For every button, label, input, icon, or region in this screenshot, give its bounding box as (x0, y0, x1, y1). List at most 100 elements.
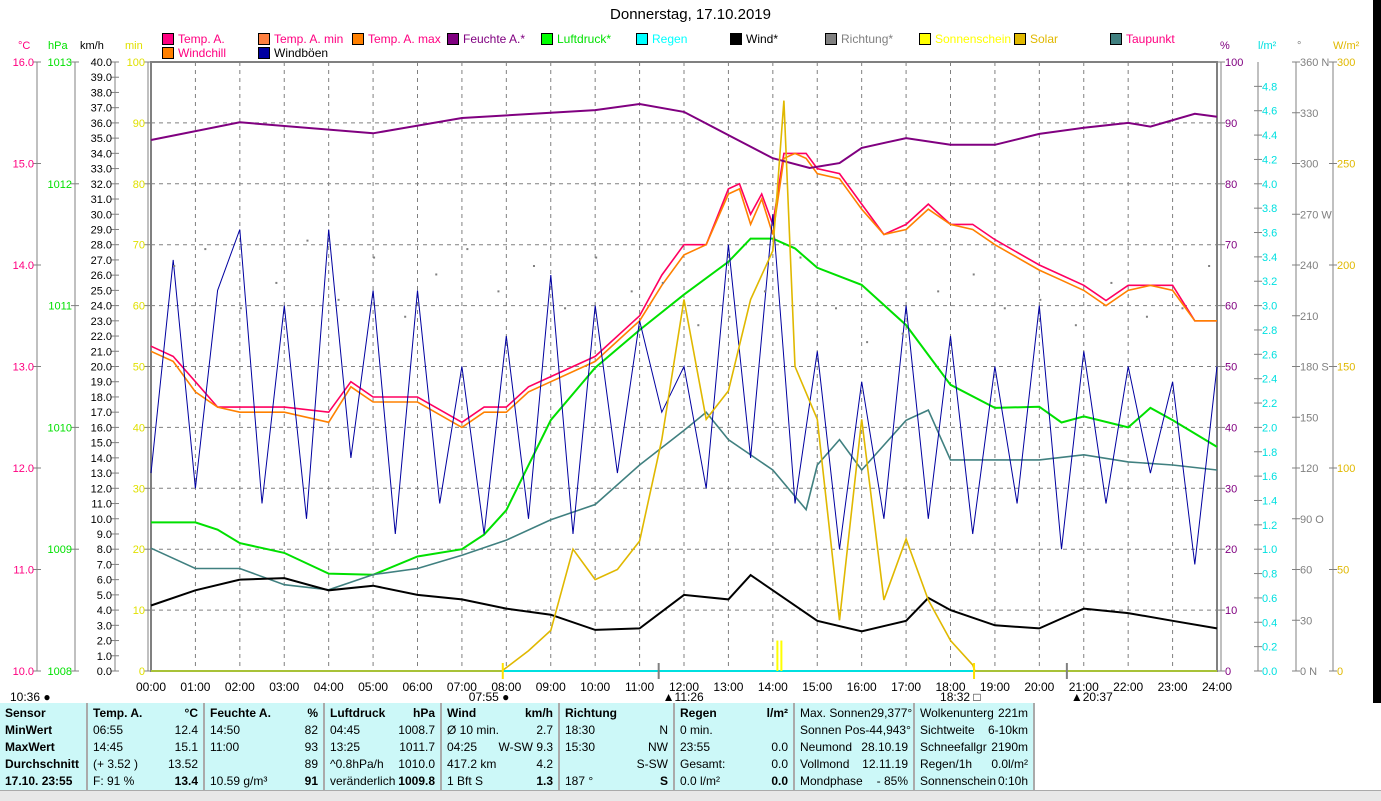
stats-cell: km/h (524, 706, 553, 720)
kmh-tick-label: 18.0 (91, 392, 112, 404)
rain-tick-label: 0.6 (1262, 593, 1277, 605)
stats-cell: 1 Bft S (447, 774, 484, 788)
stats-cell: l/m² (766, 706, 788, 720)
richtung-point (1145, 315, 1148, 318)
stats-cell: 06:55 (93, 723, 124, 737)
x-tick-label: 09:00 (536, 680, 566, 694)
richtung-point (275, 281, 278, 284)
wind-line (150, 573, 1218, 633)
rain-tick-label: 1.8 (1262, 447, 1277, 459)
rain-tick-label: 0.4 (1262, 617, 1277, 629)
deg-tick-label: 210 (1300, 311, 1318, 323)
stats-column: Wind km/h Ø 10 min. 2.7 04:25 W-SW 9.3 417.2 k… (442, 703, 560, 790)
x-tick-label: 02:00 (225, 680, 255, 694)
wm2-tick-label: 250 (1337, 159, 1355, 171)
deg-tick-label: 240 (1300, 260, 1318, 272)
rain-tick-label: 0.8 (1262, 569, 1277, 581)
rain-tick-label: 3.0 (1262, 301, 1277, 313)
x-tick-label: 17:00 (891, 680, 921, 694)
richtung-point (497, 290, 500, 293)
wm2-unit-label: W/m² (1333, 40, 1360, 52)
stats-column: Luftdruck hPa 04:45 1008.7 13:25 1011.7 ^0.8hP… (325, 703, 442, 790)
chart-title: Donnerstag, 17.10.2019 (610, 6, 771, 23)
richtung-point (697, 324, 700, 327)
richtung-point (532, 265, 535, 267)
richtung-point (204, 248, 207, 251)
x-tick-label: 19:00 (980, 680, 1010, 694)
legend-swatch (541, 33, 553, 45)
stats-row: Temp. A. °C (93, 705, 198, 722)
richtung-point (239, 307, 242, 310)
stats-row: Sensor (5, 705, 81, 722)
stats-cell: Ø 10 min. (447, 723, 500, 737)
kmh-tick-label: 37.0 (91, 103, 112, 115)
deg-unit-label: ° (1297, 40, 1302, 52)
stats-cell: 0.0 (771, 757, 788, 771)
stats-cell: Vollmond (800, 757, 850, 771)
pct-tick-label: 70 (1225, 240, 1237, 252)
legend-label: Richtung* (841, 32, 894, 46)
stats-cell: 89 (304, 757, 318, 771)
legend-item: Luftdruck* (541, 32, 611, 46)
stats-cell: Sonnen Pos (800, 723, 866, 737)
hpa-unit-label: hPa (48, 40, 68, 52)
stats-row: MinWert (5, 722, 81, 739)
stats-cell: 0.0 (771, 740, 788, 754)
pct-tick-label: 40 (1225, 422, 1237, 434)
stats-row: 14:45 15.1 (93, 739, 198, 756)
legend-item: Taupunkt (1110, 32, 1175, 46)
richtung-point (661, 281, 664, 284)
x-tick-label: 01:00 (180, 680, 210, 694)
stats-cell: °C (184, 706, 198, 720)
stats-cell: 0.0 l/m² (680, 774, 721, 788)
min-tick-label: 10 (133, 605, 145, 617)
wm2-tick-label: 150 (1337, 362, 1355, 374)
stats-row: MaxWert (5, 739, 81, 756)
c-tick-label: 14.0 (13, 260, 34, 272)
richtung-point (1208, 265, 1211, 267)
stats-row: F: 91 % 13.4 (93, 773, 198, 790)
min-tick-label: 20 (133, 544, 145, 556)
stats-cell: 17.10. 23:55 (5, 774, 73, 788)
stats-cell: N (659, 723, 668, 737)
hpa-tick-label: 1011 (48, 301, 72, 313)
deg-tick-label: 120 (1300, 463, 1318, 475)
pct-tick-label: 10 (1225, 605, 1237, 617)
min-tick-label: 90 (133, 118, 145, 130)
stats-cell: 2190m (991, 740, 1028, 754)
legend-swatch (258, 33, 270, 45)
kmh-tick-label: 14.0 (91, 453, 112, 465)
rain-tick-label: 3.2 (1262, 276, 1277, 288)
status-bar (0, 790, 1381, 801)
stats-row: 0.0 l/m² 0.0 (680, 773, 788, 790)
kmh-tick-label: 23.0 (91, 316, 112, 328)
min-tick-label: 70 (133, 240, 145, 252)
stats-row: Feuchte A.% (210, 705, 318, 722)
x-tick-label: 04:00 (314, 680, 344, 694)
stats-cell: Neumond (800, 740, 853, 754)
kmh-tick-label: 33.0 (91, 164, 112, 176)
rain-tick-label: 0.2 (1262, 642, 1277, 654)
x-tick-label: 05:00 (358, 680, 388, 694)
legend-swatch (1014, 33, 1026, 45)
x-tick-label: 13:00 (713, 680, 743, 694)
stats-row: 0 min. (680, 722, 788, 739)
c-tick-label: 12.0 (13, 463, 34, 475)
stats-row: Richtung (565, 705, 668, 722)
x-tick-label: 07:00 (447, 680, 477, 694)
stats-cell: Gesamt: (680, 757, 726, 771)
stats-row: Ø 10 min. 2.7 (447, 722, 553, 739)
c-tick-label: 10.0 (13, 666, 34, 678)
legend-swatch (162, 33, 174, 45)
stats-cell: 1010.0 (398, 757, 435, 771)
rain-tick-label: 2.0 (1262, 422, 1277, 434)
stats-row: 13:25 1011.7 (330, 739, 435, 756)
stats-row: Vollmond 12.11.19 (800, 756, 908, 773)
kmh-tick-label: 8.0 (97, 544, 112, 556)
stats-cell: 221m (997, 706, 1028, 720)
stats-row: Luftdruck hPa (330, 705, 435, 722)
stats-row: 23:55 0.0 (680, 739, 788, 756)
stats-cell: 91 (304, 774, 318, 788)
deg-tick-label: 60 (1300, 565, 1312, 577)
kmh-tick-label: 4.0 (97, 605, 112, 617)
